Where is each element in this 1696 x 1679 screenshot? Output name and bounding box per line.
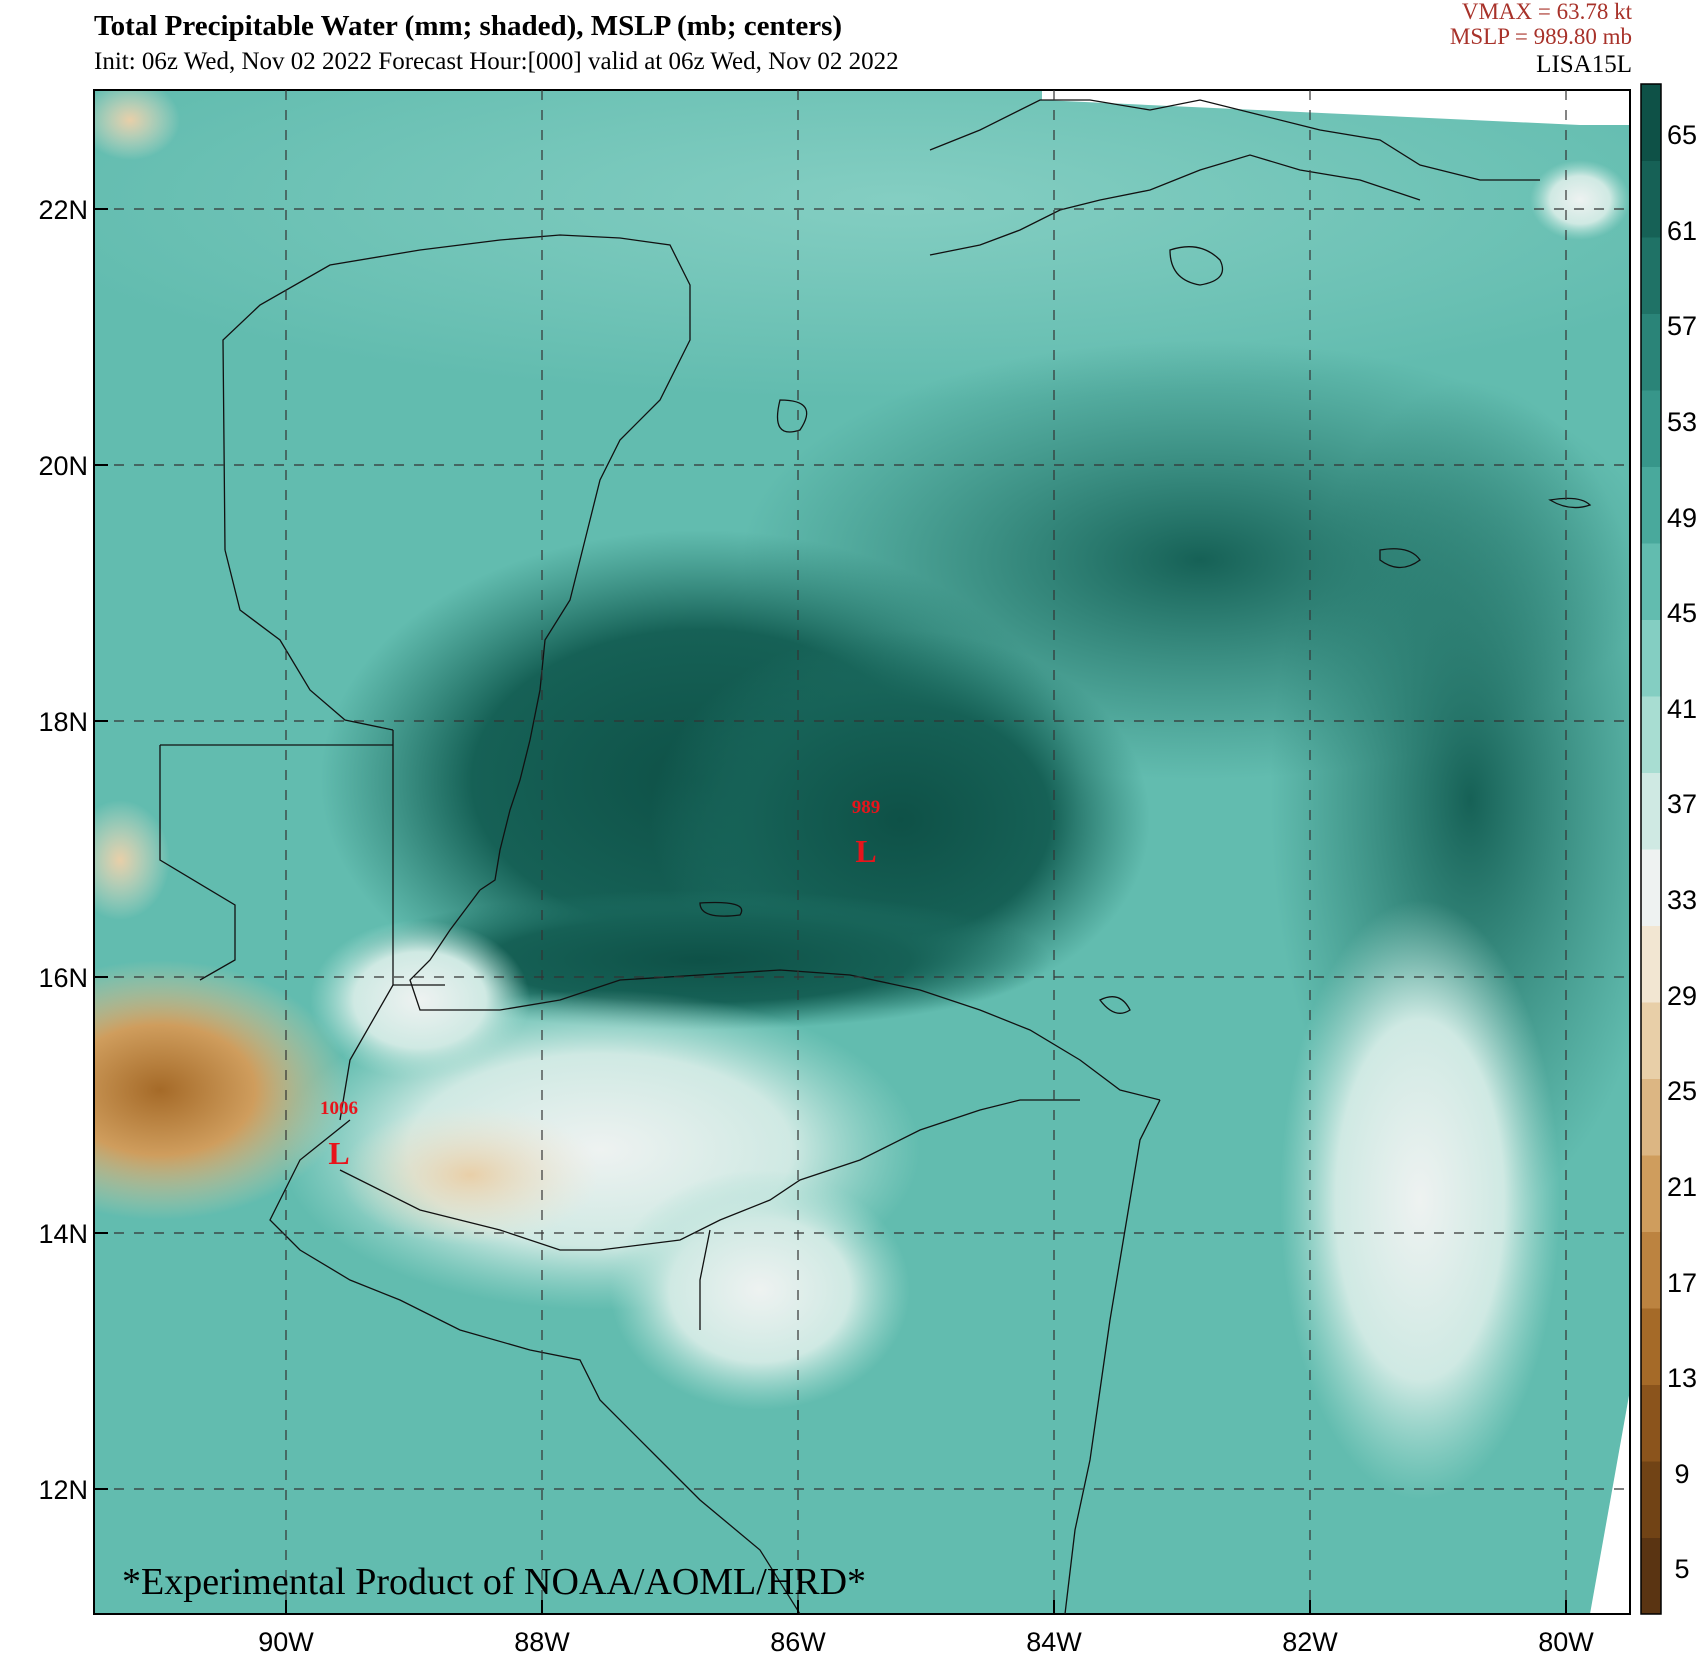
colorbar-block [1641, 925, 1661, 1003]
colorbar-label-33: 33 [1667, 885, 1696, 915]
colorbar-frame [1640, 83, 1662, 1615]
map-frame [93, 89, 1631, 1615]
colorbar-label-21: 21 [1667, 1172, 1696, 1202]
mslp-readout: MSLP = 989.80 mb [1449, 24, 1632, 49]
tpw-shading [94, 90, 1630, 1614]
pressure-center-guatemala: 1006 L [320, 1098, 358, 1171]
watermark-text: *Experimental Product of NOAA/AOML/HRD* [122, 1561, 866, 1603]
colorbar-block [1641, 772, 1661, 850]
colorbar-label-65: 65 [1667, 120, 1696, 150]
colorbar-block [1641, 1537, 1661, 1615]
pressure-center-lisa: 989 L [852, 797, 881, 869]
colorbar-block [1641, 313, 1661, 391]
lat-label-16n: 16N [38, 963, 88, 993]
lon-label-80w: 80W [1538, 1627, 1594, 1657]
colorbar-label-25: 25 [1667, 1076, 1696, 1106]
storm-name: LISA15L [1536, 51, 1632, 78]
page-subtitle: Init: 06z Wed, Nov 02 2022 Forecast Hour… [94, 48, 899, 75]
colorbar-label-41: 41 [1667, 694, 1696, 724]
colorbar-block [1641, 1155, 1661, 1232]
lat-label-12n: 12N [38, 1475, 88, 1505]
colorbar-label-5: 5 [1674, 1554, 1689, 1584]
colorbar-label-61: 61 [1667, 216, 1696, 246]
colorbar-block [1641, 84, 1661, 161]
vmax-readout: VMAX = 63.78 kt [1461, 0, 1632, 24]
lat-label-22n: 22N [38, 195, 88, 225]
lon-label-88w: 88W [514, 1627, 570, 1657]
colorbar-label-9: 9 [1674, 1459, 1689, 1489]
colorbar-blocks [1641, 84, 1661, 1615]
colorbar-block [1641, 696, 1661, 773]
colorbar-label-17: 17 [1667, 1268, 1696, 1298]
colorbar-block [1641, 619, 1661, 697]
low-symbol-989: L [855, 833, 876, 869]
graticule [94, 90, 1630, 1614]
header: Total Precipitable Water (mm; shaded), M… [0, 0, 1696, 90]
lat-label-18n: 18N [38, 707, 88, 737]
lon-label-82w: 82W [1282, 1627, 1338, 1657]
colorbar-block [1641, 1461, 1661, 1538]
colorbar-block [1641, 543, 1661, 620]
colorbar-block [1641, 849, 1661, 926]
colorbar-block [1641, 237, 1661, 314]
pressure-value-1006: 1006 [320, 1098, 358, 1119]
colorbar-label-49: 49 [1667, 503, 1696, 533]
colorbar-block [1641, 390, 1661, 467]
colorbar-label-57: 57 [1667, 311, 1696, 341]
lon-label-84w: 84W [1026, 1627, 1082, 1657]
colorbar-block [1641, 1384, 1661, 1462]
colorbar-label-45: 45 [1667, 598, 1696, 628]
lon-label-90w: 90W [258, 1627, 314, 1657]
colorbar-block [1641, 1002, 1661, 1079]
coastlines [159, 99, 1592, 1614]
lon-label-86w: 86W [770, 1627, 826, 1657]
lat-label-14n: 14N [38, 1219, 88, 1249]
axis-ticks [94, 208, 1567, 1614]
colorbar-label-53: 53 [1667, 407, 1696, 437]
colorbar-label-29: 29 [1667, 981, 1696, 1011]
lat-label-20n: 20N [38, 451, 88, 481]
colorbar: 65 61 57 53 49 45 41 37 33 29 25 21 17 1… [1640, 83, 1696, 1615]
pressure-value-989: 989 [852, 797, 881, 818]
low-symbol-1006: L [328, 1135, 349, 1171]
colorbar-block [1641, 160, 1661, 238]
colorbar-block [1641, 1231, 1661, 1309]
colorbar-block [1641, 1078, 1661, 1156]
colorbar-label-13: 13 [1667, 1363, 1696, 1393]
colorbar-block [1641, 466, 1661, 544]
colorbar-label-37: 37 [1667, 789, 1696, 819]
colorbar-block [1641, 1308, 1661, 1385]
page-title: Total Precipitable Water (mm; shaded), M… [94, 10, 843, 42]
